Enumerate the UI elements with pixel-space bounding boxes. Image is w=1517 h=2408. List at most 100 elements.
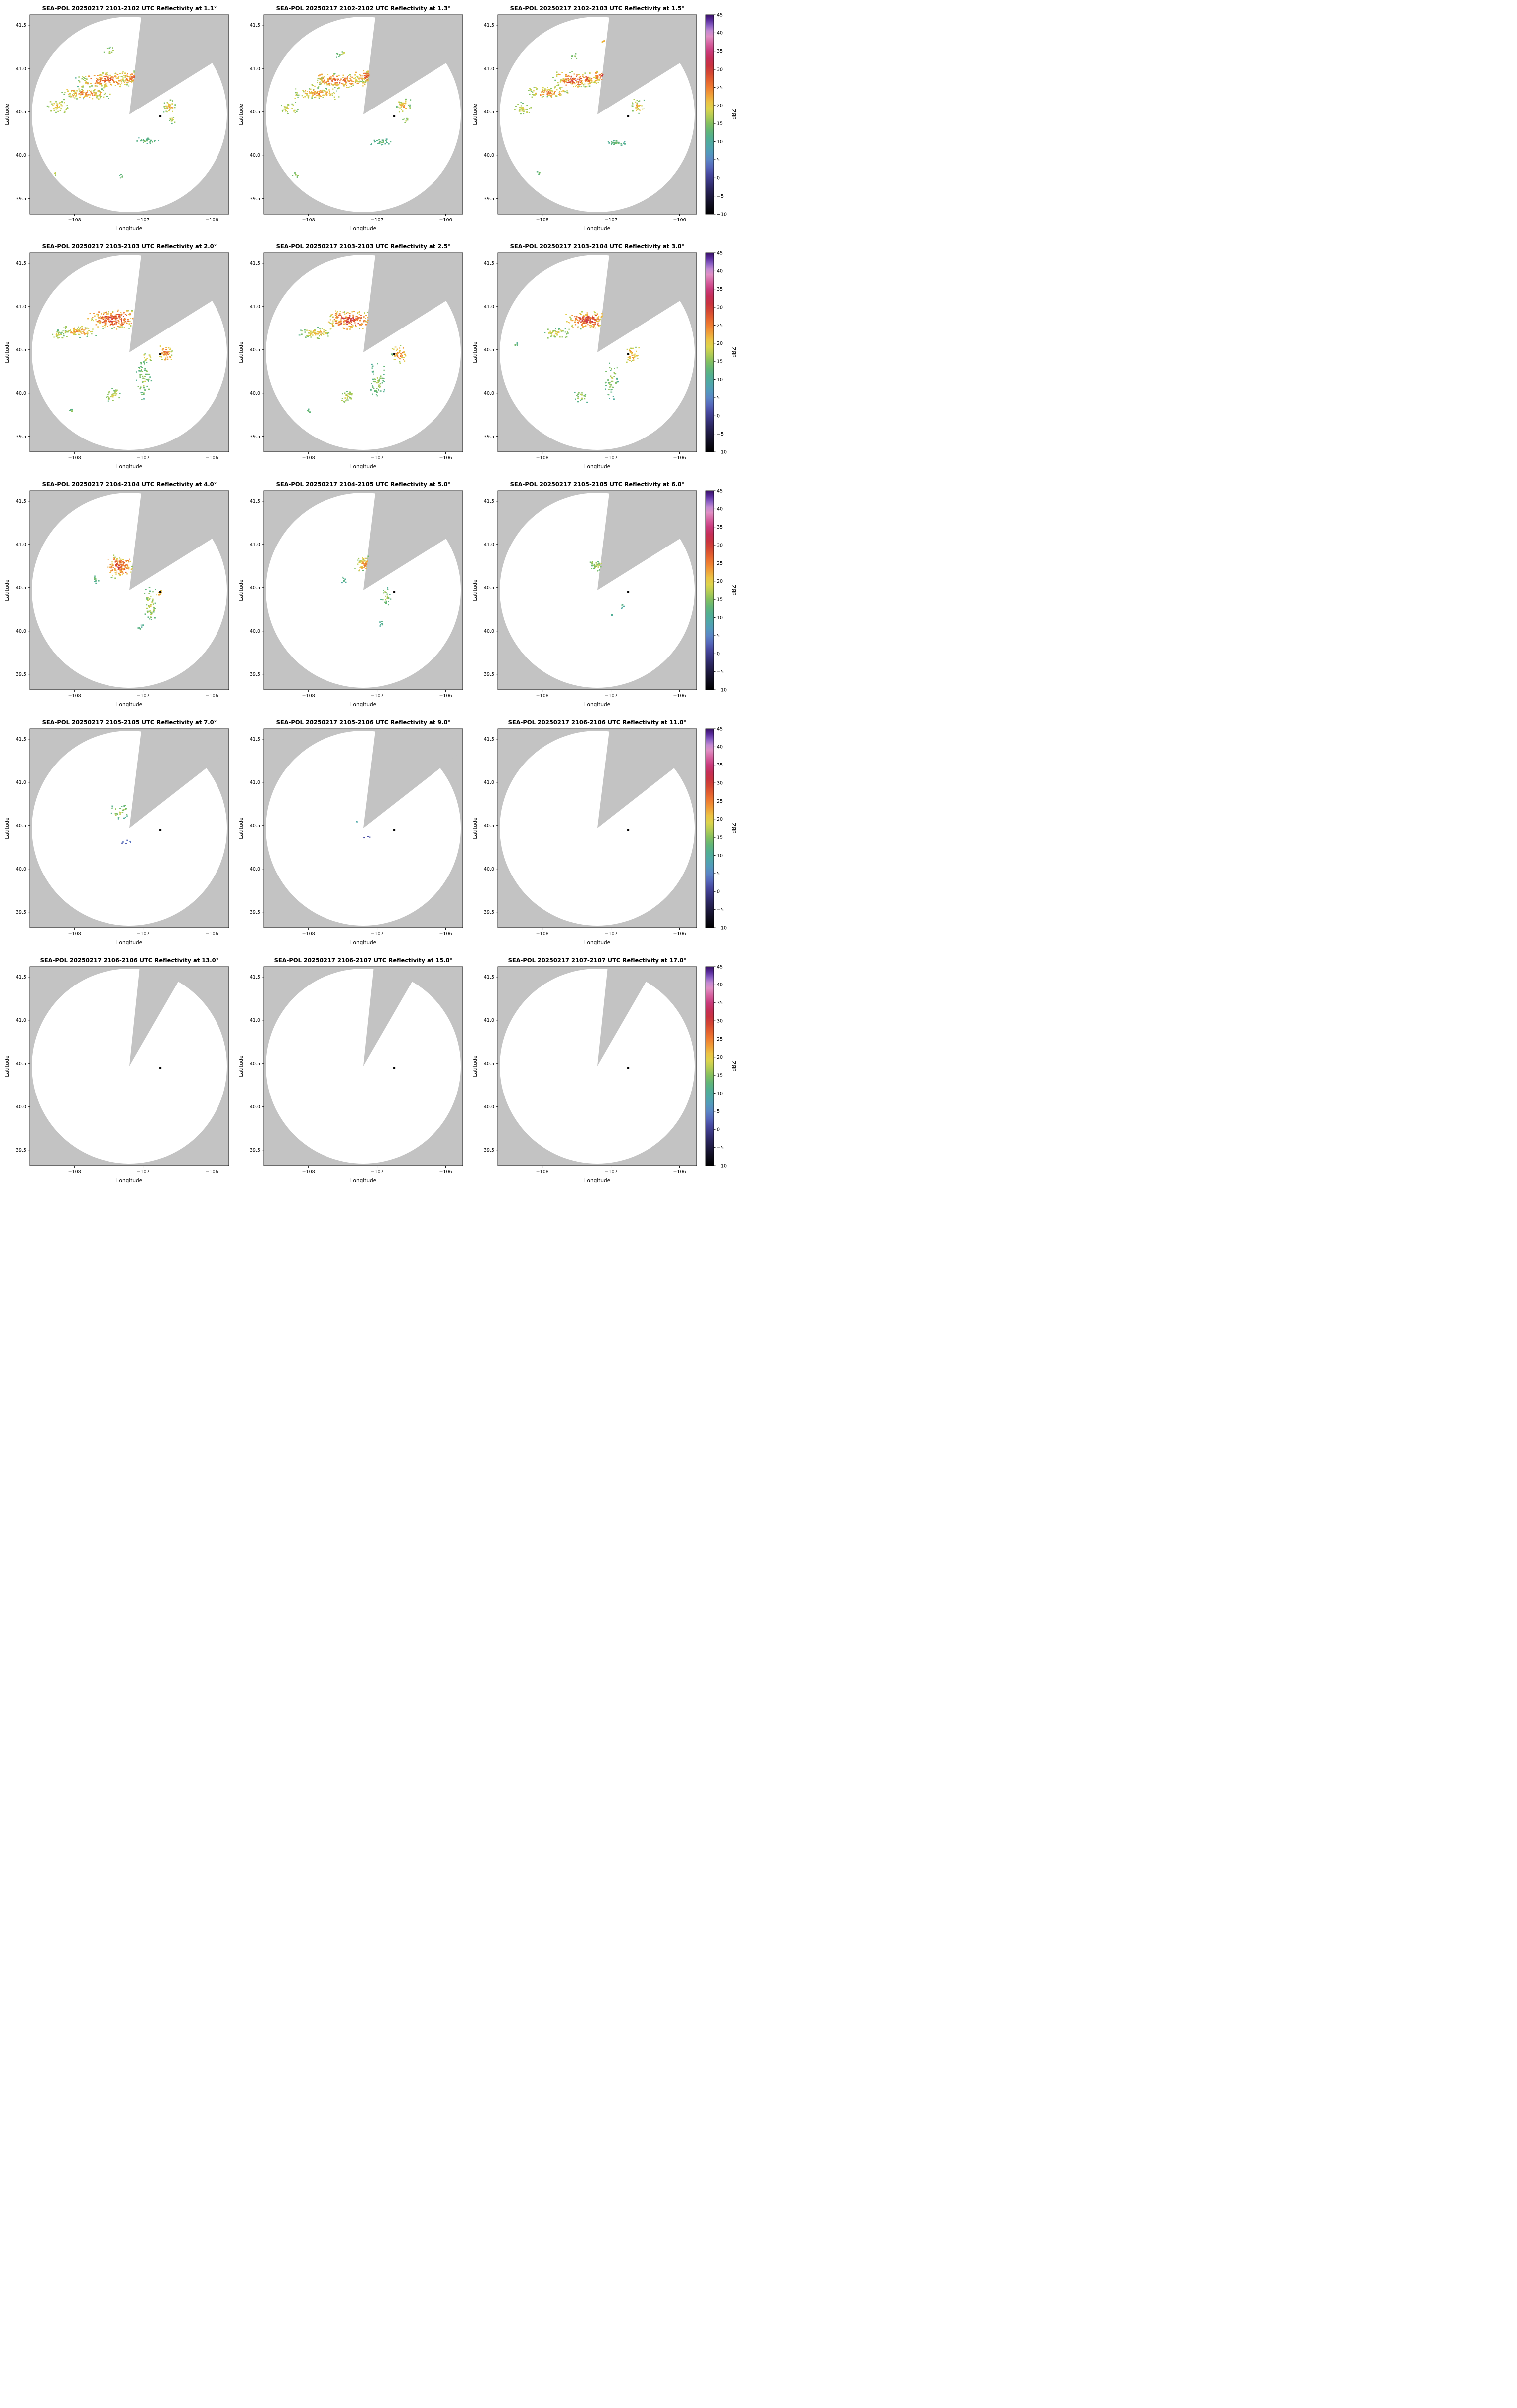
axes-spines <box>263 728 463 928</box>
radar-site-marker <box>627 353 630 355</box>
panel-row-5: SEA-POL 20250217 2106-2106 UTC Reflectiv… <box>1 955 758 1193</box>
x-tick-label: −107 <box>371 1169 384 1175</box>
blocked-sector-wedge <box>597 491 697 590</box>
x-tick-label: −106 <box>205 931 218 937</box>
y-tick-label: 40.0 <box>16 153 26 158</box>
y-axis-label: Latitude <box>4 579 10 601</box>
axes-spines <box>29 966 229 1166</box>
y-tick-label: 41.5 <box>484 737 494 742</box>
y-tick-label: 40.0 <box>250 153 260 158</box>
colorbar-tick-label: 5 <box>717 157 720 163</box>
colorbar-tick-label: 10 <box>717 139 723 145</box>
x-tick-label: −107 <box>371 693 384 699</box>
x-tick-label: −107 <box>137 1169 150 1175</box>
plot-area <box>498 491 697 690</box>
y-tick-label: 41.0 <box>16 1018 26 1023</box>
radar-panel: SEA-POL 20250217 2105-2106 UTC Reflectiv… <box>238 719 463 946</box>
x-tick-label: −106 <box>673 931 686 937</box>
plot-area <box>264 729 463 928</box>
colorbar-tick-label: 30 <box>717 780 723 786</box>
y-axis-label: Latitude <box>472 1055 478 1077</box>
y-tick-label: 41.0 <box>16 66 26 72</box>
colorbar-tick-label: 35 <box>717 1000 723 1006</box>
x-tick-label: −108 <box>68 693 81 699</box>
y-tick-label: 41.5 <box>484 975 494 980</box>
x-tick-label: −107 <box>371 218 384 223</box>
blocked-sector-wedge <box>363 15 463 114</box>
colorbar-tick-label: −5 <box>717 907 724 913</box>
y-axis-label: Latitude <box>238 817 244 839</box>
plot-area <box>30 491 229 690</box>
colorbar-tick-label: 0 <box>717 889 720 895</box>
radar-site-marker <box>393 115 396 117</box>
radar-multipanel-figure: SEA-POL 20250217 2101-2102 UTC Reflectiv… <box>0 0 758 1196</box>
colorbar-tick-label: 45 <box>717 250 723 256</box>
y-tick-label: 40.0 <box>16 629 26 634</box>
y-tick-label: 40.0 <box>250 867 260 872</box>
colorbar-tick-label: −10 <box>717 687 727 693</box>
y-tick-label: 40.5 <box>250 109 260 115</box>
y-tick-label: 41.5 <box>250 499 260 504</box>
y-tick-label: 40.0 <box>484 153 494 158</box>
x-axis-label: Longitude <box>116 226 142 232</box>
x-tick-label: −107 <box>605 218 618 223</box>
x-tick-label: −107 <box>137 931 150 937</box>
x-axis-label: Longitude <box>584 940 610 946</box>
x-tick-label: −106 <box>205 455 218 461</box>
blocked-sector-wedge <box>363 253 463 352</box>
y-axis-label: Latitude <box>238 104 244 125</box>
axes-spines <box>263 490 463 690</box>
blocked-sector-wedge <box>129 729 229 828</box>
x-axis-label: Longitude <box>350 464 376 470</box>
radar-site-marker <box>159 115 162 117</box>
y-tick-label: 41.0 <box>250 304 260 310</box>
panel-title: SEA-POL 20250217 2105-2105 UTC Reflectiv… <box>42 719 217 726</box>
y-tick-label: 41.0 <box>484 1018 494 1023</box>
colorbar-tick-label: 5 <box>717 871 720 876</box>
echo-layer <box>52 309 173 412</box>
axes-spines <box>29 252 229 452</box>
y-tick-label: 41.5 <box>250 975 260 980</box>
radar-panel: SEA-POL 20250217 2103-2104 UTC Reflectiv… <box>472 243 697 470</box>
colorbar-tick-label: 20 <box>717 817 723 822</box>
y-tick-label: 41.0 <box>16 542 26 547</box>
y-tick-label: 41.0 <box>250 542 260 547</box>
colorbar-tick-label: −10 <box>717 212 727 217</box>
echo-layer <box>281 51 412 178</box>
radar-panel: SEA-POL 20250217 2107-2107 UTC Reflectiv… <box>472 957 697 1184</box>
colorbar: 45 40 35 30 25 20 15 10 5 0 −5 −10 dBZ <box>705 250 737 455</box>
y-tick-label: 41.5 <box>484 23 494 28</box>
colorbar-tick-label: −10 <box>717 449 727 455</box>
y-tick-label: 39.5 <box>484 910 494 915</box>
x-tick-label: −106 <box>439 693 452 699</box>
axes-spines <box>497 14 697 215</box>
y-tick-label: 41.5 <box>250 261 260 266</box>
blocked-sector-wedge <box>129 253 229 352</box>
plot-area <box>264 15 463 214</box>
x-tick-label: −108 <box>68 1169 81 1175</box>
colorbar-tick-label: 15 <box>717 359 723 364</box>
radar-panel: SEA-POL 20250217 2106-2106 UTC Reflectiv… <box>4 957 229 1184</box>
y-tick-label: 41.0 <box>16 304 26 310</box>
x-tick-label: −106 <box>439 455 452 461</box>
x-tick-label: −108 <box>536 1169 549 1175</box>
y-tick-label: 40.0 <box>250 1104 260 1110</box>
echo-layer <box>514 40 645 175</box>
y-tick-label: 41.5 <box>16 23 26 28</box>
radar-panel: SEA-POL 20250217 2103-2103 UTC Reflectiv… <box>4 243 229 470</box>
colorbar-tick-label: 0 <box>717 176 720 181</box>
y-tick-label: 39.5 <box>16 434 26 439</box>
x-axis-label: Longitude <box>116 1178 142 1184</box>
colorbar: 45 40 35 30 25 20 15 10 5 0 −5 −10 dBZ <box>705 726 737 931</box>
y-tick-label: 40.5 <box>16 347 26 353</box>
radar-panel: SEA-POL 20250217 2105-2105 UTC Reflectiv… <box>472 481 697 708</box>
radar-panel: SEA-POL 20250217 2106-2107 UTC Reflectiv… <box>238 957 463 1184</box>
x-tick-label: −108 <box>536 455 549 461</box>
colorbar-tick-label: 40 <box>717 745 723 750</box>
y-tick-label: 39.5 <box>16 196 26 202</box>
y-axis-label: Latitude <box>472 104 478 125</box>
panel-row-1: SEA-POL 20250217 2101-2102 UTC Reflectiv… <box>1 3 758 241</box>
radar-panel: SEA-POL 20250217 2101-2102 UTC Reflectiv… <box>4 5 229 232</box>
colorbar: 45 40 35 30 25 20 15 10 5 0 −5 −10 dBZ <box>705 12 737 217</box>
colorbar-tick-label: 35 <box>717 49 723 54</box>
